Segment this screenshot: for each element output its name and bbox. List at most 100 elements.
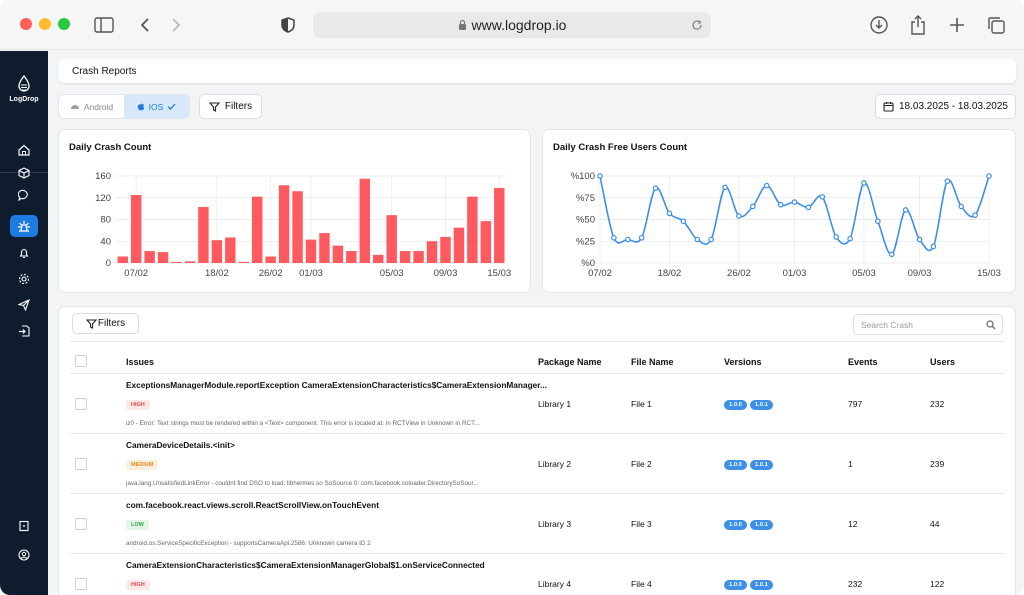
x-tick-label: 18/02 — [658, 268, 682, 279]
x-tick-label: 18/02 — [205, 268, 229, 279]
tab-overview-icon[interactable] — [985, 15, 1007, 35]
crash-bar — [480, 221, 492, 263]
version-badges: 1.0.0 1.0.1 — [724, 400, 773, 410]
header-events[interactable]: Events — [848, 357, 878, 367]
filters-button[interactable]: Filters — [199, 94, 262, 119]
package-name: Library 3 — [538, 519, 572, 529]
platform-ios-tab[interactable]: IOS — [124, 95, 189, 118]
home-icon[interactable] — [12, 140, 36, 160]
x-tick-label: 09/03 — [908, 268, 932, 279]
shield-icon[interactable] — [277, 15, 299, 35]
chat-icon[interactable] — [12, 185, 36, 205]
version-badge: 1.0.1 — [749, 580, 773, 590]
forward-icon[interactable] — [165, 15, 187, 35]
crash-bar — [386, 215, 397, 263]
crash-bar — [413, 251, 424, 263]
crash-free-point — [638, 234, 645, 241]
x-tick-label: 05/03 — [380, 268, 404, 279]
share-icon[interactable] — [907, 15, 929, 35]
bell-icon[interactable] — [12, 243, 36, 263]
sidebar-toggle-icon[interactable] — [93, 15, 115, 35]
crash-bar — [225, 237, 236, 263]
crash-bar — [305, 239, 317, 263]
crash-free-point — [833, 234, 839, 240]
header-file[interactable]: File Name — [631, 357, 674, 367]
crash-free-point — [916, 236, 923, 243]
row-checkbox[interactable] — [75, 578, 87, 590]
users-count: 239 — [930, 459, 945, 469]
table-row[interactable]: CameraExtensionCharacteristics$CameraExt… — [69, 553, 1005, 595]
gear-icon[interactable] — [12, 269, 36, 289]
row-checkbox[interactable] — [75, 398, 87, 410]
download-icon[interactable] — [868, 15, 890, 35]
crash-count-card: Daily Crash Count 0 40 80 120 160 07/02 18/02 2… — [58, 129, 531, 293]
version-badge: 1.0.0 — [724, 400, 747, 410]
x-tick-label: 01/03 — [299, 268, 323, 279]
version-badge: 1.0.1 — [749, 460, 773, 470]
table-filters-button[interactable]: Filters — [72, 313, 139, 334]
crash-bar — [130, 195, 142, 263]
y-tick-label: 160 — [95, 171, 111, 182]
android-icon — [70, 105, 79, 109]
crash-free-point — [624, 236, 631, 243]
close-window-button[interactable] — [20, 18, 32, 30]
issue-title[interactable]: CameraDeviceDetails.<init> — [126, 440, 235, 450]
send-icon[interactable] — [12, 295, 36, 315]
maximize-window-button[interactable] — [58, 18, 70, 30]
x-tick-label: 26/02 — [727, 268, 751, 279]
crash-free-point — [930, 243, 937, 250]
back-icon[interactable] — [134, 15, 156, 35]
drop-logo-icon — [18, 74, 30, 92]
lock-icon — [458, 17, 467, 33]
package-icon[interactable] — [12, 163, 36, 183]
user-profile-icon[interactable] — [12, 545, 36, 565]
issue-description: android.os.ServiceSpecificException - su… — [126, 540, 371, 547]
crash-bar — [211, 240, 223, 263]
table-row[interactable]: CameraDeviceDetails.<init> MEDIUM java.l… — [69, 433, 1005, 493]
issue-description: java.lang.UnsatisfiedLinkError - couldnt… — [126, 480, 479, 487]
reload-icon[interactable] — [691, 18, 703, 34]
search-crash-input[interactable]: Search Crash — [853, 314, 1003, 335]
crash-bar — [426, 241, 438, 263]
crash-free-point — [986, 173, 992, 179]
crash-free-point — [944, 178, 951, 185]
issue-title[interactable]: com.facebook.react.views.scroll.ReactScr… — [126, 500, 379, 510]
filter-icon — [85, 318, 97, 329]
file-name: File 1 — [631, 399, 652, 409]
platform-ios-label: IOS — [148, 101, 164, 112]
minimize-window-button[interactable] — [39, 18, 51, 30]
header-versions[interactable]: Versions — [724, 357, 762, 367]
logo[interactable]: LogDrop — [0, 74, 48, 103]
crash-free-point — [847, 235, 853, 242]
file-name: File 2 — [631, 459, 652, 469]
platform-android-label: Android — [83, 101, 114, 112]
crash-bar — [117, 256, 128, 263]
header-issues[interactable]: Issues — [126, 357, 155, 367]
header-users[interactable]: Users — [930, 357, 956, 367]
crash-bug-icon[interactable] — [10, 215, 38, 237]
logout-icon[interactable] — [12, 516, 36, 536]
severity-badge: LOW — [126, 520, 149, 530]
table-row[interactable]: com.facebook.react.views.scroll.ReactScr… — [69, 493, 1005, 553]
row-checkbox[interactable] — [75, 518, 87, 530]
table-row[interactable]: ExceptionsManagerModule.reportException … — [69, 373, 1005, 433]
crash-bar — [359, 178, 371, 263]
issue-title[interactable]: CameraExtensionCharacteristics$CameraExt… — [126, 560, 485, 570]
row-checkbox[interactable] — [75, 458, 87, 470]
version-badge: 1.0.1 — [749, 520, 773, 530]
issue-description: iz0 - Error: Text strings must be render… — [126, 420, 480, 427]
export-file-icon[interactable] — [12, 321, 36, 341]
issue-title[interactable]: ExceptionsManagerModule.reportException … — [126, 380, 547, 390]
header-package[interactable]: Package Name — [538, 357, 602, 367]
crash-free-point — [722, 184, 728, 191]
new-tab-icon[interactable] — [946, 15, 968, 35]
filter-icon — [208, 101, 220, 112]
search-icon[interactable] — [986, 320, 996, 330]
select-all-checkbox[interactable] — [75, 355, 87, 367]
crash-bar — [346, 251, 357, 263]
platform-android-tab[interactable]: Android — [59, 95, 124, 118]
table-filters-label: Filters — [97, 318, 126, 329]
platform-toggle: Android IOS — [58, 94, 190, 119]
date-range-picker[interactable]: 18.03.2025 - 18.03.2025 — [875, 94, 1016, 119]
address-bar[interactable]: www.logdrop.io — [313, 12, 711, 38]
